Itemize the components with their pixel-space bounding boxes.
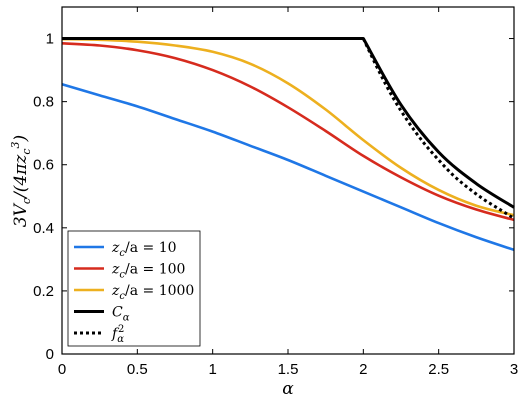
y-axis-label: 3Vc/(4πzc3) bbox=[9, 135, 33, 227]
legend-box bbox=[67, 230, 201, 347]
series-line-2 bbox=[61, 37, 515, 217]
legend-label-1: zc/a = 100 bbox=[111, 262, 185, 281]
ticks-layer: 0 0.5 1 1.5 2 2.5 3 0 0.2 0.4 0.6 0.8 1 bbox=[33, 7, 518, 378]
y-tick-label-5: 1 bbox=[46, 31, 54, 48]
legend-label-0: zc/a = 10 bbox=[111, 240, 177, 259]
x-tick-label-2: 1 bbox=[208, 361, 216, 378]
x-tick-label-1: 0.5 bbox=[127, 361, 148, 378]
legend-label-2: zc/a = 1000 bbox=[111, 283, 194, 302]
y-tick-label-3: 0.6 bbox=[33, 157, 54, 174]
x-axis-label: α bbox=[282, 379, 294, 399]
x-tick-label-4: 2 bbox=[359, 361, 367, 378]
series-layer bbox=[61, 37, 515, 252]
x-tick-label-6: 3 bbox=[510, 361, 518, 378]
x-tick-label-3: 1.5 bbox=[278, 361, 299, 378]
series-line-3 bbox=[62, 37, 515, 209]
legend-label-4: fα2 bbox=[111, 324, 124, 345]
x-tick-label-5: 2.5 bbox=[428, 361, 449, 378]
y-tick-label-4: 0.8 bbox=[33, 94, 54, 111]
series-line-1 bbox=[61, 41, 515, 222]
legend-label-3: Cα bbox=[112, 305, 130, 324]
x-tick-label-0: 0 bbox=[58, 361, 66, 378]
y-tick-label-2: 0.4 bbox=[33, 220, 54, 237]
y-tick-label-1: 0.2 bbox=[33, 283, 54, 300]
series-line-0 bbox=[61, 83, 515, 252]
y-tick-label-0: 0 bbox=[46, 346, 54, 363]
